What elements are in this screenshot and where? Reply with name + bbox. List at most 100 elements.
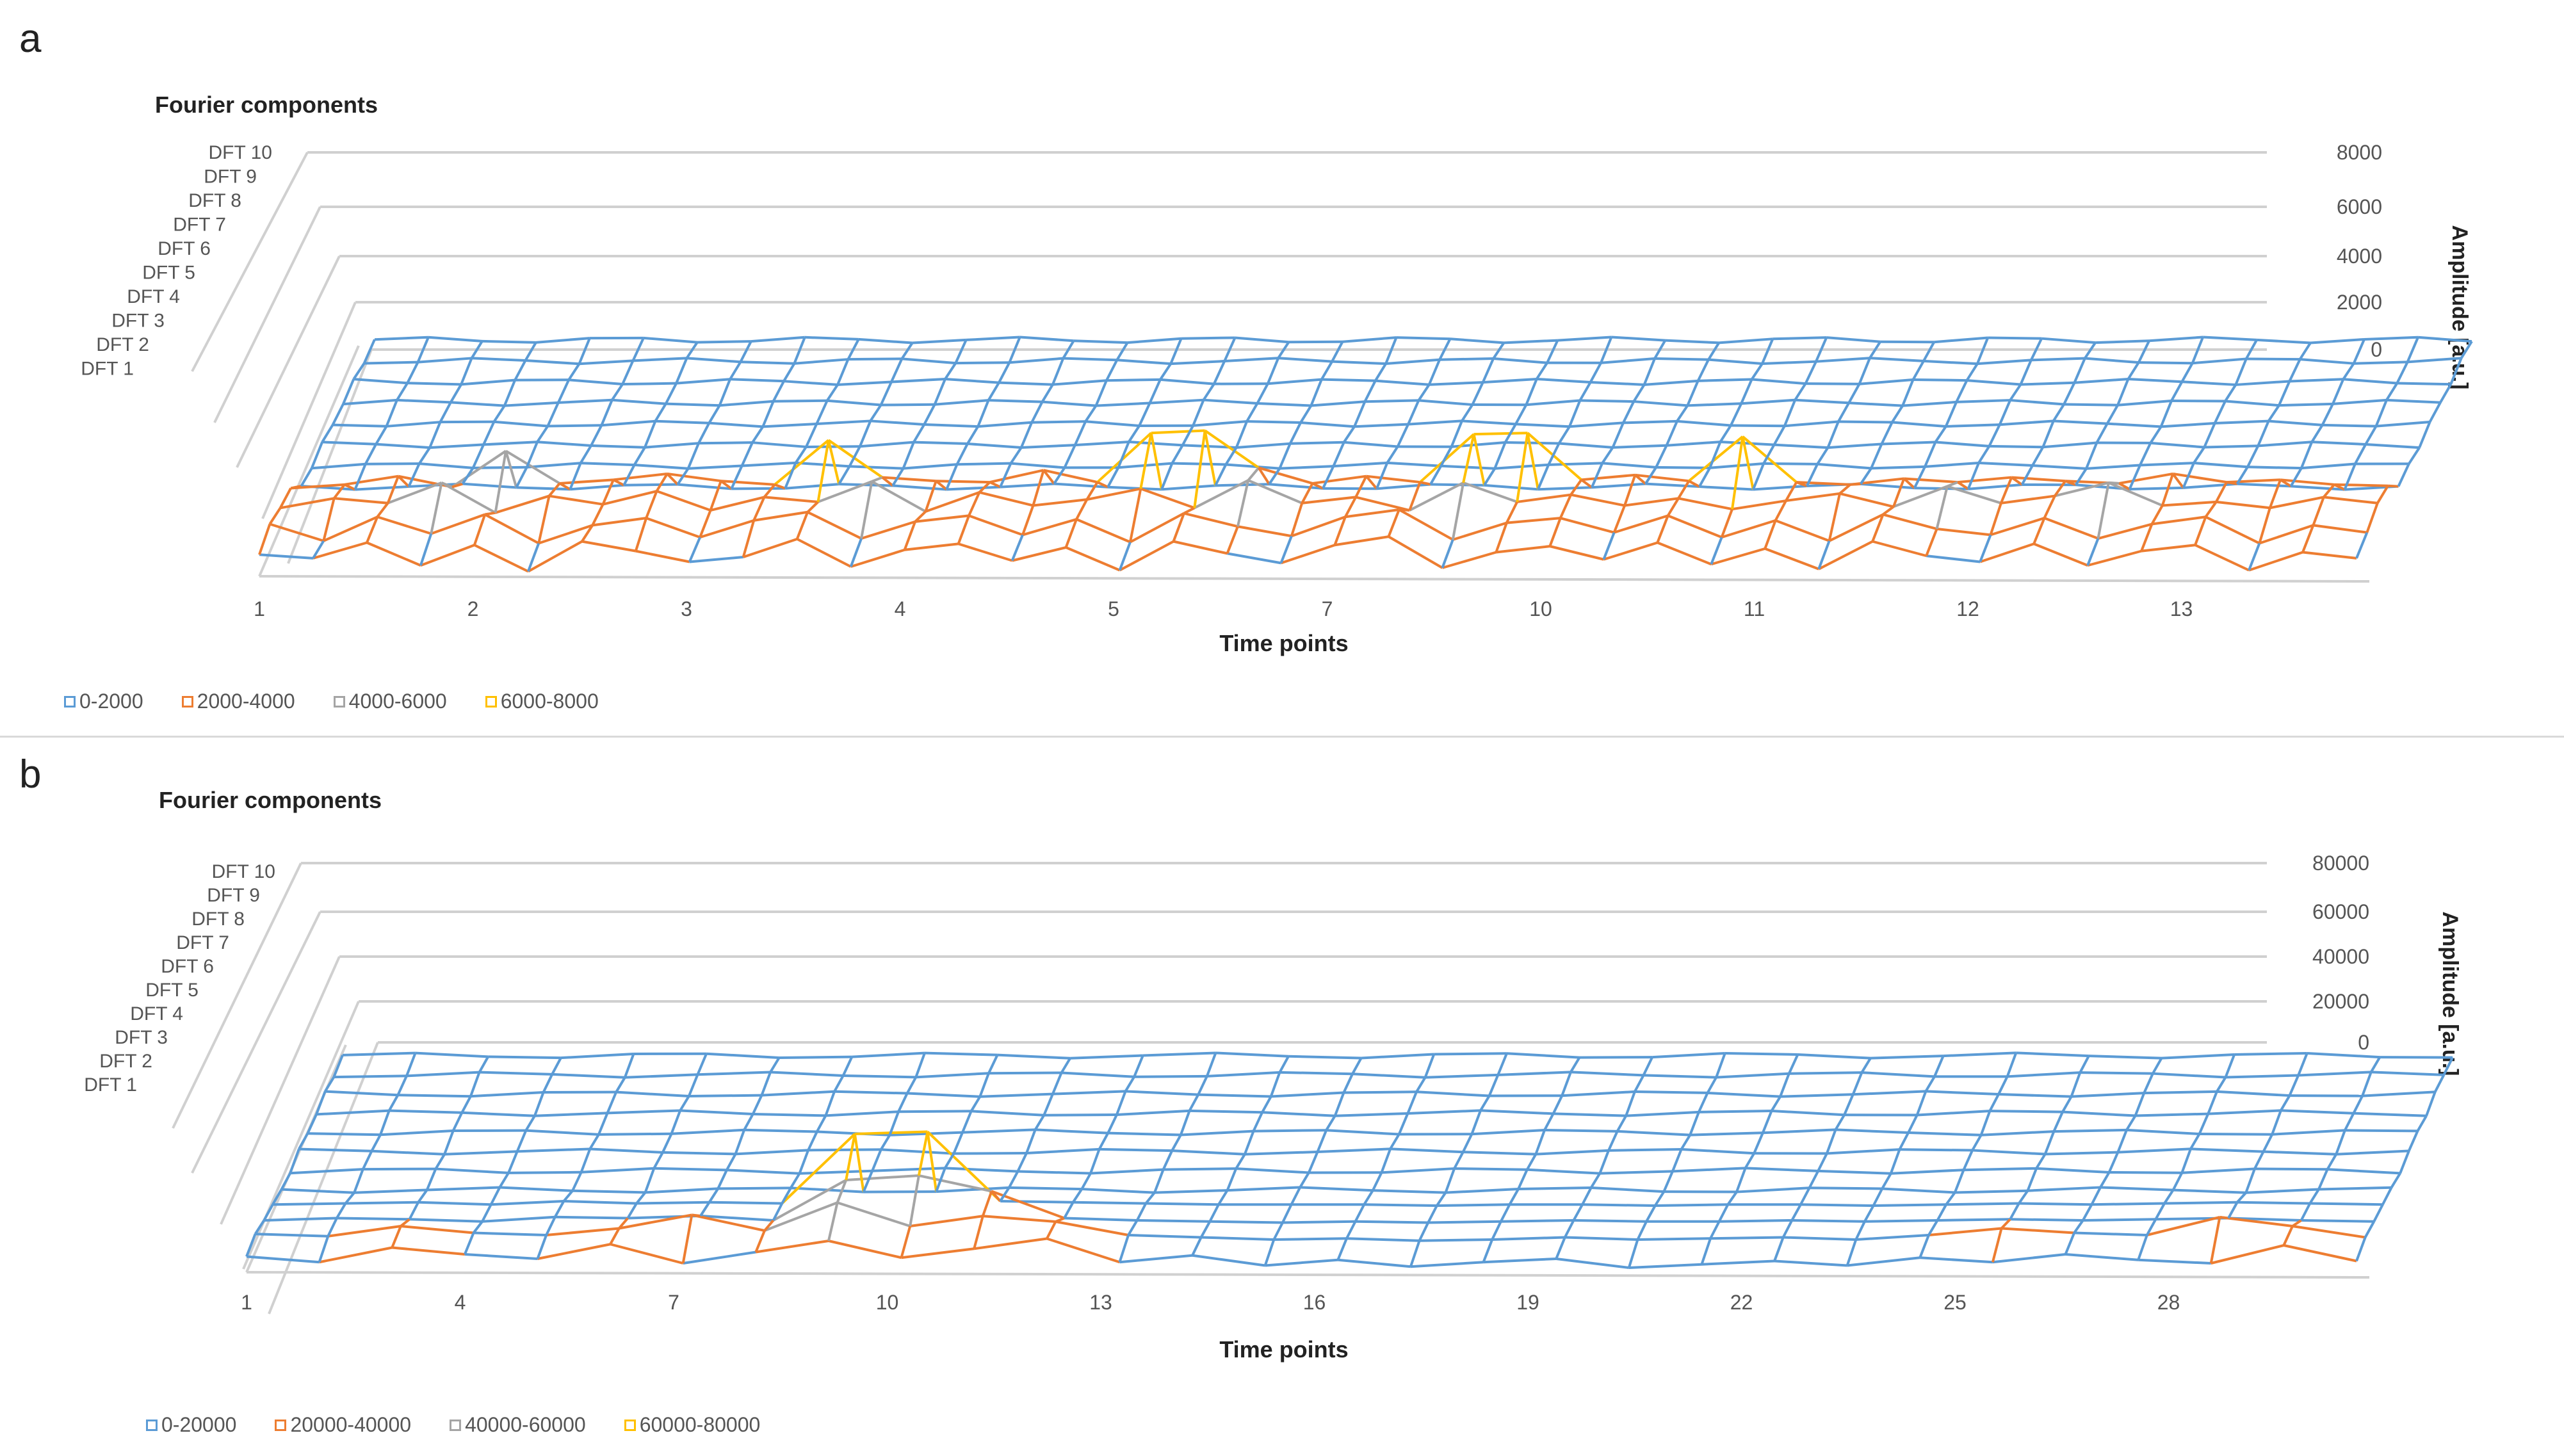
surface-segment bbox=[416, 1053, 489, 1057]
surface-segment bbox=[1792, 1204, 1801, 1220]
surface-segment bbox=[979, 492, 1033, 506]
gridline-side bbox=[288, 350, 371, 563]
surface-segment bbox=[870, 421, 924, 425]
surface-segment bbox=[1388, 537, 1442, 568]
surface-segment bbox=[2119, 474, 2173, 483]
surface-segment bbox=[1151, 430, 1205, 433]
y-category-label: DFT 7 bbox=[176, 932, 229, 953]
surface-segment bbox=[1070, 1056, 1143, 1058]
surface-segment bbox=[2184, 484, 2237, 488]
surface-segment bbox=[635, 448, 645, 465]
surface-segment bbox=[1390, 1134, 1399, 1149]
surface-segment bbox=[1565, 1238, 1638, 1240]
surface-segment bbox=[839, 466, 849, 484]
surface-segment bbox=[572, 1191, 645, 1193]
surface-segment bbox=[1498, 1053, 1507, 1075]
surface-segment bbox=[816, 401, 827, 424]
surface-segment bbox=[1492, 1238, 1565, 1240]
surface-segment bbox=[902, 359, 955, 363]
surface-segment bbox=[1979, 463, 2033, 465]
surface-segment bbox=[1301, 423, 1354, 426]
surface-segment bbox=[1667, 421, 1677, 446]
surface-segment bbox=[419, 448, 430, 464]
surface-segment bbox=[1381, 1149, 1390, 1172]
surface-segment bbox=[1504, 341, 1557, 343]
surface-segment bbox=[548, 425, 601, 426]
surface-segment bbox=[1664, 1171, 1673, 1192]
legend-swatch bbox=[485, 696, 497, 708]
legend-label: 20000-40000 bbox=[290, 1413, 411, 1437]
surface-segment bbox=[1418, 385, 1429, 401]
surface-segment bbox=[2139, 341, 2149, 362]
surface-segment bbox=[2303, 553, 2357, 558]
surface-segment bbox=[608, 1110, 681, 1113]
surface-segment bbox=[2027, 1187, 2100, 1190]
surface-segment bbox=[2234, 1053, 2307, 1055]
surface-segment bbox=[560, 480, 613, 483]
surface-segment bbox=[1701, 1238, 1710, 1265]
surface-segment bbox=[407, 1053, 416, 1076]
surface-segment bbox=[1117, 1091, 1126, 1115]
z-tick-label: 60000 bbox=[2312, 900, 2369, 923]
surface-segment bbox=[957, 444, 968, 464]
surface-segment bbox=[398, 1095, 471, 1096]
surface-segment bbox=[2033, 465, 2086, 469]
surface-segment bbox=[1861, 484, 1915, 488]
surface-segment bbox=[955, 340, 966, 363]
surface-segment bbox=[2064, 383, 2074, 405]
surface-segment bbox=[1891, 1149, 1900, 1173]
surface-segment bbox=[1043, 385, 1053, 402]
surface-segment bbox=[392, 1226, 401, 1248]
surface-segment bbox=[475, 545, 528, 571]
surface-segment bbox=[1064, 1218, 1137, 1221]
surface-segment bbox=[2010, 1204, 2019, 1220]
surface-segment bbox=[2255, 1152, 2264, 1169]
surface-segment bbox=[1333, 463, 1387, 466]
surface-segment bbox=[1107, 360, 1117, 380]
surface-segment bbox=[761, 1072, 770, 1095]
surface-segment bbox=[1143, 1053, 1216, 1055]
surface-segment bbox=[2353, 1096, 2362, 1113]
surface-segment bbox=[1518, 1170, 1527, 1189]
surface-segment bbox=[1991, 503, 2001, 535]
surface-segment bbox=[916, 1053, 925, 1078]
surface-segment bbox=[2118, 1149, 2191, 1152]
surface-segment bbox=[461, 358, 471, 384]
surface-segment bbox=[1288, 1056, 1361, 1058]
surface-segment bbox=[1236, 1169, 1309, 1172]
surface-segment bbox=[744, 1130, 817, 1132]
surface-segment bbox=[834, 1092, 907, 1094]
surface-segment bbox=[851, 550, 905, 567]
surface-segment bbox=[364, 362, 418, 364]
surface-segment bbox=[838, 382, 891, 384]
surface-segment bbox=[657, 491, 711, 510]
legend-label: 0-20000 bbox=[161, 1413, 236, 1437]
surface-segment bbox=[2408, 337, 2418, 362]
surface-segment bbox=[1283, 1222, 1356, 1223]
surface-segment bbox=[1171, 339, 1181, 364]
surface-segment bbox=[2430, 403, 2440, 422]
surface-segment bbox=[1201, 1222, 1210, 1238]
surface-segment bbox=[2054, 405, 2064, 421]
surface-segment bbox=[2208, 1092, 2217, 1114]
surface-segment bbox=[1484, 485, 1538, 489]
surface-segment bbox=[1018, 1172, 1091, 1174]
surface-segment bbox=[1201, 1238, 1274, 1240]
surface-segment bbox=[1472, 382, 1482, 405]
surface-segment bbox=[1335, 537, 1388, 545]
surface-segment bbox=[1780, 1074, 1789, 1097]
surface-segment bbox=[1708, 1078, 1717, 1093]
surface-segment bbox=[1600, 1171, 1673, 1173]
surface-segment bbox=[1956, 380, 1967, 402]
surface-segment bbox=[720, 401, 774, 406]
surface-segment bbox=[1224, 358, 1278, 361]
surface-segment bbox=[797, 512, 807, 539]
surface-segment bbox=[829, 1241, 902, 1258]
surface-segment bbox=[2204, 446, 2258, 447]
surface-segment bbox=[2298, 1072, 2371, 1075]
legend-item: 60000-80000 bbox=[624, 1413, 761, 1437]
surface-segment bbox=[2008, 1072, 2081, 1076]
surface-segment bbox=[688, 466, 742, 469]
surface-segment bbox=[945, 379, 999, 383]
surface-segment bbox=[688, 443, 699, 469]
